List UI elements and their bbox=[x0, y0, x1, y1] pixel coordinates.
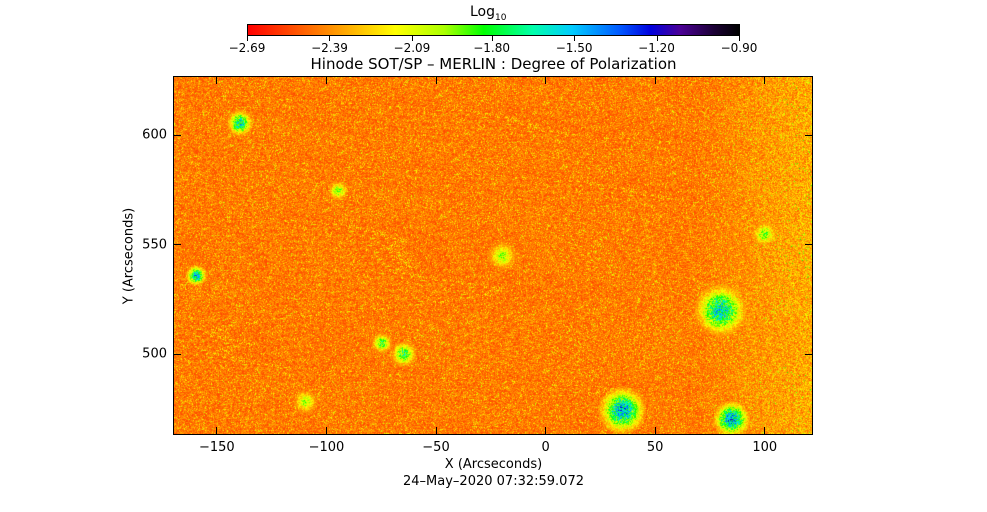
x-tick bbox=[216, 427, 218, 435]
colorbar-tick bbox=[656, 36, 658, 41]
y-tick bbox=[173, 353, 181, 355]
x-axis-label: X (Arcseconds) bbox=[444, 457, 543, 472]
colorbar-tick-label: −1.80 bbox=[473, 41, 511, 55]
x-tick bbox=[325, 76, 327, 84]
x-tick-label: 0 bbox=[541, 440, 550, 455]
colorbar-tick bbox=[411, 36, 413, 41]
x-tick bbox=[654, 427, 656, 435]
colorbar-tick bbox=[247, 36, 248, 41]
timestamp: 24–May–2020 07:32:59.072 bbox=[403, 474, 584, 489]
y-tick-label: 550 bbox=[142, 237, 167, 253]
chart-title: Hinode SOT/SP – MERLIN : Degree of Polar… bbox=[310, 55, 677, 73]
colorbar-tick-label: −1.50 bbox=[555, 41, 593, 55]
y-tick bbox=[173, 134, 181, 136]
x-tick bbox=[435, 427, 437, 435]
y-tick bbox=[805, 353, 813, 355]
x-tick-label: 100 bbox=[752, 440, 778, 455]
x-tick bbox=[545, 76, 547, 84]
x-tick bbox=[435, 76, 437, 84]
y-tick bbox=[173, 244, 181, 246]
y-tick bbox=[805, 134, 813, 136]
colorbar-tick-label: −2.69 bbox=[228, 41, 266, 55]
y-tick bbox=[805, 244, 813, 246]
x-tick bbox=[654, 76, 656, 84]
colorbar-tick-label: −2.39 bbox=[311, 41, 348, 55]
colorbar-tick bbox=[329, 36, 331, 41]
x-tick bbox=[764, 427, 766, 435]
colorbar-tick bbox=[491, 36, 493, 41]
y-tick-label: 500 bbox=[142, 346, 167, 362]
x-tick bbox=[545, 427, 547, 435]
colorbar-tick bbox=[574, 36, 576, 41]
colorbar bbox=[247, 24, 740, 36]
x-tick bbox=[325, 427, 327, 435]
x-tick bbox=[216, 76, 218, 84]
plot-area bbox=[173, 76, 813, 435]
x-tick-label: −100 bbox=[308, 440, 345, 455]
x-tick-label: −50 bbox=[422, 440, 450, 455]
y-axis-label: Y (Arcseconds) bbox=[121, 207, 137, 305]
x-tick-label: 50 bbox=[646, 440, 664, 455]
y-tick-label: 600 bbox=[142, 127, 167, 143]
colorbar-tick-label: −2.09 bbox=[393, 41, 431, 55]
polarization-map bbox=[174, 77, 812, 434]
colorbar-tick-label: −1.20 bbox=[638, 41, 675, 55]
colorbar-label: Log10 bbox=[470, 4, 507, 23]
colorbar-tick bbox=[739, 36, 740, 41]
x-tick bbox=[764, 76, 766, 84]
x-tick-label: −150 bbox=[198, 440, 235, 455]
colorbar-tick-label: −0.90 bbox=[720, 41, 758, 55]
